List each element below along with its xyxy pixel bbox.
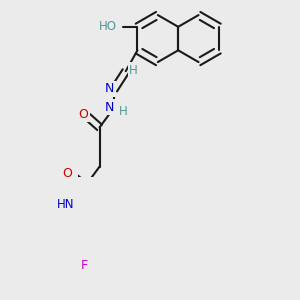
Text: O: O <box>78 108 88 121</box>
Text: H: H <box>119 104 128 118</box>
Text: F: F <box>80 259 88 272</box>
Text: N: N <box>105 82 114 95</box>
Text: H: H <box>129 64 138 77</box>
Text: N: N <box>105 100 114 114</box>
Text: HO: HO <box>99 20 117 33</box>
Text: HN: HN <box>57 198 75 211</box>
Text: O: O <box>62 167 72 179</box>
